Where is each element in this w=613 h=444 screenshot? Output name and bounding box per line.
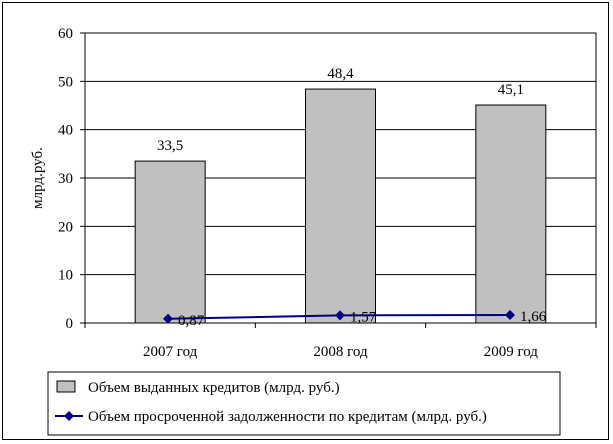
legend-box [47,371,561,436]
x-tick-label-2: 2009 год [484,344,539,360]
legend-label-line: Объем просроченной задолженности по кред… [88,409,487,425]
bar-1 [305,88,376,324]
bar-series [134,88,547,324]
y-tick-label-30: 30 [58,171,73,187]
legend-label-bar: Объем выданных кредитов (млрд. руб.) [88,380,340,396]
bar-0 [134,160,206,324]
y-tick-label-20: 20 [58,219,73,235]
y-tick-label-60: 60 [58,26,73,42]
x-tick-label-0: 2007 год [143,344,198,360]
line-value-label-0: 0,87 [178,313,205,329]
bar-value-label-0: 33,5 [157,138,183,154]
y-tick-label-40: 40 [58,123,73,139]
legend: Объем выданных кредитов (млрд. руб.) Объ… [47,371,561,436]
y-tick-label-10: 10 [58,268,73,284]
line-marker-0 [163,313,173,324]
line-marker-1 [335,310,345,321]
data-labels: 33,5 48,4 45,1 0,87 1,57 1,66 [157,66,547,329]
y-tick-label-0: 0 [66,316,74,332]
bar-value-label-1: 48,4 [327,66,354,82]
line-value-label-2: 1,66 [520,309,547,325]
line-value-label-1: 1,57 [350,309,377,325]
line-series [163,309,515,324]
y-axis-ticks: 0 10 20 30 40 50 60 [58,26,85,332]
y-tick-label-50: 50 [58,74,73,90]
legend-swatch-marker [64,411,74,421]
bar-2 [475,104,547,324]
x-tick-label-1: 2008 год [313,344,368,360]
x-axis-ticks: 2007 год 2008 год 2009 год [84,323,597,360]
line-marker-2 [505,309,515,320]
legend-swatch-bar [56,380,76,393]
bar-value-label-2: 45,1 [498,82,524,98]
y-axis-title: млрд.руб. [30,147,46,209]
